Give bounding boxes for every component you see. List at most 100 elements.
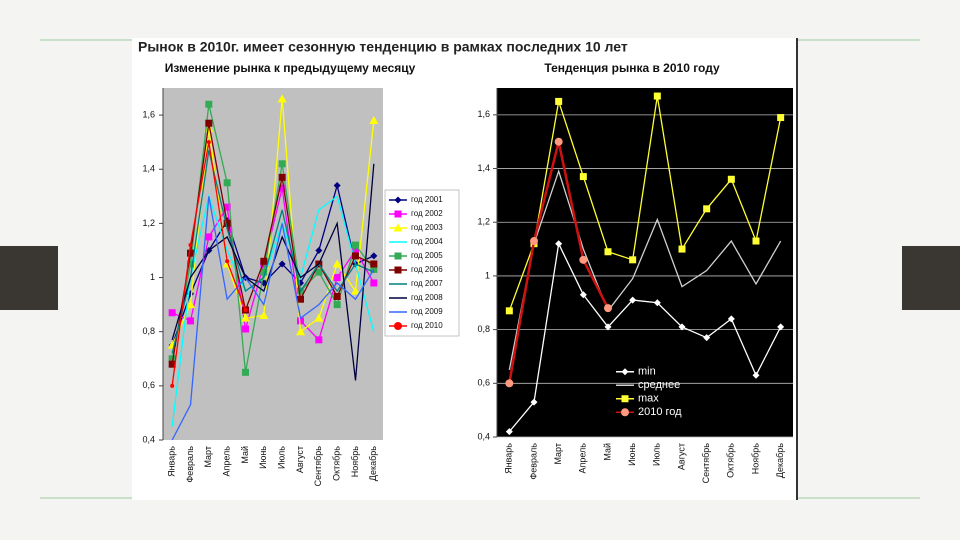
point: [242, 325, 249, 333]
point: [168, 355, 176, 363]
series-line: [171, 150, 375, 354]
y-tick-label: 0,4: [477, 431, 490, 441]
x-tick-label: Ноябрь: [750, 443, 760, 475]
legend-label: год 2004: [411, 237, 443, 246]
point: [653, 299, 661, 307]
series-line: [171, 188, 375, 342]
y-tick-label: 0,8: [142, 326, 155, 336]
point: [315, 268, 323, 276]
point: [205, 233, 213, 241]
point: [315, 336, 323, 344]
y-tick-label: 1,2: [477, 217, 490, 227]
chart-title: Изменение рынка к предыдущему месяцу: [165, 61, 416, 75]
legend-label: среднее: [638, 379, 680, 391]
point: [186, 300, 195, 309]
point: [579, 173, 587, 181]
point: [370, 279, 378, 287]
point: [242, 368, 249, 376]
point: [168, 360, 176, 368]
point: [277, 94, 287, 103]
y-tick-label: 0,6: [477, 378, 490, 388]
point: [370, 252, 378, 260]
point: [678, 245, 686, 253]
point: [727, 315, 735, 323]
legend-label: год 2003: [411, 223, 443, 232]
slide-title: Рынок в 2010г. имеет сезонную тенденцию …: [138, 39, 628, 55]
legend-marker: [394, 252, 402, 260]
point: [629, 256, 637, 264]
point: [204, 124, 214, 133]
legend-label: год 2010: [411, 321, 443, 330]
x-tick-label: Январь: [167, 446, 177, 477]
y-tick-label: 1,6: [142, 109, 155, 119]
point: [187, 249, 194, 257]
x-tick-label: Ноябрь: [350, 446, 360, 478]
point: [678, 323, 686, 331]
y-tick-label: 1,4: [477, 163, 490, 173]
point: [187, 260, 194, 268]
y-tick-label: 1: [150, 272, 155, 282]
point: [555, 240, 563, 248]
legend-marker: [621, 395, 629, 403]
point: [752, 371, 760, 379]
point: [315, 246, 323, 254]
series-line: [508, 169, 782, 371]
y-tick-label: 0,4: [142, 434, 155, 444]
x-tick-label: Апрель: [222, 446, 232, 477]
point: [777, 114, 785, 122]
x-tick-label: Октябрь: [726, 443, 736, 478]
point: [278, 184, 286, 192]
legend-marker: [621, 368, 629, 376]
point: [223, 179, 231, 187]
legend-label: год 2006: [411, 265, 443, 274]
x-tick-label: Март: [203, 446, 213, 468]
point: [505, 428, 513, 436]
legend-marker: [394, 266, 402, 274]
legend-label: год 2007: [411, 279, 443, 288]
legend-marker: [394, 196, 402, 204]
point: [225, 259, 230, 264]
point: [352, 252, 359, 260]
x-tick-label: Июнь: [627, 443, 637, 466]
point: [296, 327, 305, 336]
legend-marker: [394, 210, 402, 218]
point: [168, 309, 176, 317]
point: [187, 317, 194, 325]
point: [530, 237, 538, 246]
point: [278, 260, 286, 268]
point: [333, 292, 341, 300]
point: [653, 92, 661, 100]
point: [243, 308, 248, 313]
point: [352, 241, 359, 249]
legend-label: год 2001: [411, 195, 443, 204]
x-tick-label: Июнь: [258, 446, 268, 469]
x-tick-label: Февраль: [185, 446, 195, 483]
x-tick-label: Апрель: [578, 443, 588, 474]
x-tick-label: Март: [553, 443, 563, 465]
point: [205, 100, 213, 108]
legend-label: год 2009: [411, 307, 443, 316]
point: [188, 243, 193, 248]
legend-label: год 2008: [411, 293, 443, 302]
series-line: [171, 185, 375, 346]
x-tick-label: Январь: [504, 443, 514, 474]
series-line: [508, 95, 782, 312]
point: [278, 160, 286, 168]
legend-marker: [393, 223, 403, 232]
series-line: [171, 196, 375, 441]
legend-label: min: [638, 366, 656, 378]
x-tick-label: Август: [295, 446, 305, 473]
legend-label: 2010 год: [638, 406, 682, 418]
point: [505, 379, 514, 388]
legend-marker: [394, 322, 402, 330]
point: [259, 310, 269, 319]
point: [297, 295, 304, 303]
point: [351, 286, 360, 295]
y-tick-label: 1,6: [477, 109, 490, 119]
point: [604, 304, 612, 313]
point: [579, 291, 587, 299]
decor-tab: [0, 246, 58, 310]
point: [703, 334, 711, 342]
point: [170, 383, 175, 388]
